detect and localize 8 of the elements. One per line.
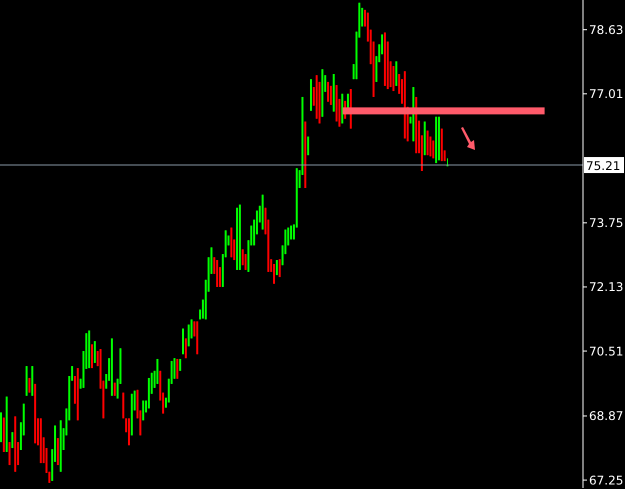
y-tick-label: 72.13 bbox=[589, 280, 624, 294]
y-tick-label: 70.51 bbox=[589, 344, 624, 358]
y-tick-label: 77.01 bbox=[589, 87, 624, 102]
ref-line-label: 75.21 bbox=[586, 159, 620, 174]
y-tick-label: 67.25 bbox=[589, 473, 624, 488]
y-tick-label: 73.75 bbox=[589, 216, 624, 230]
y-tick-label: 78.63 bbox=[589, 22, 624, 37]
y-tick-label: 68.87 bbox=[589, 409, 624, 424]
